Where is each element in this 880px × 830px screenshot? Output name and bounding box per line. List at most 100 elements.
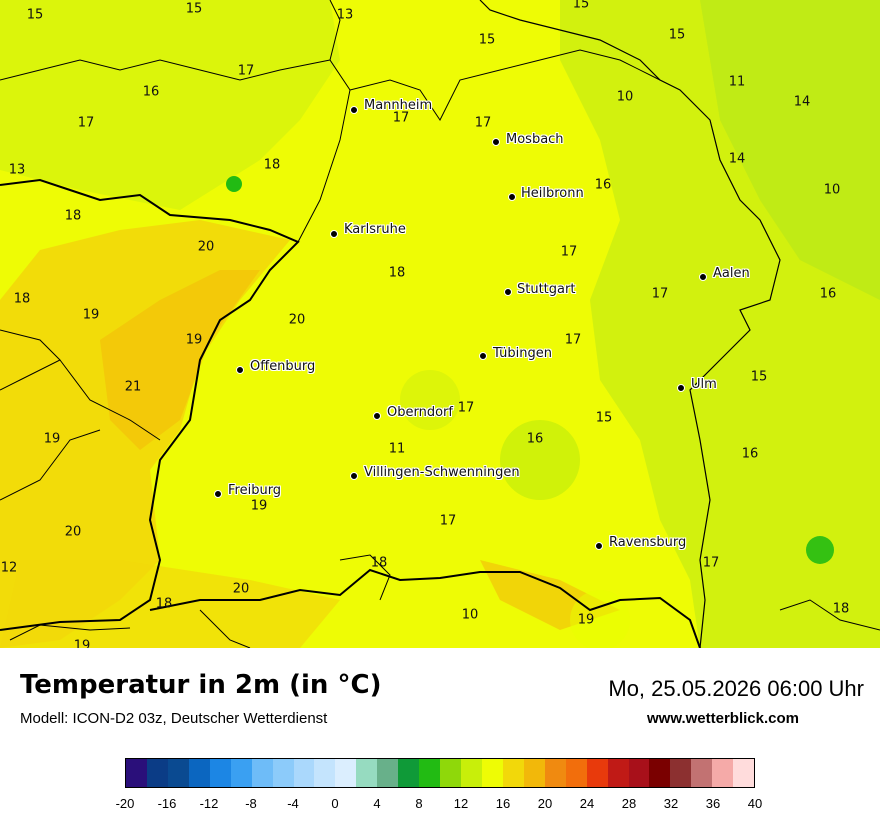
temp-value: 19 xyxy=(250,498,268,514)
legend-color-swatch xyxy=(461,759,482,787)
legend-tick-label: -16 xyxy=(157,796,177,811)
color-scale-legend xyxy=(125,758,755,788)
temp-value: 18 xyxy=(370,555,388,571)
temp-value: 18 xyxy=(388,265,406,281)
legend-color-swatch xyxy=(440,759,461,787)
legend-color-swatch xyxy=(377,759,399,787)
temp-value: 15 xyxy=(750,369,768,385)
city-label-offenburg[interactable]: Offenburg xyxy=(250,359,316,374)
temp-value: 13 xyxy=(8,162,26,178)
legend-color-swatch xyxy=(167,759,189,787)
legend-color-swatch xyxy=(607,759,629,787)
city-dot xyxy=(508,193,516,201)
temp-value: 11 xyxy=(728,74,746,90)
website-link[interactable]: www.wetterblick.com xyxy=(647,710,799,727)
footer: Temperatur in 2m (in °C) Modell: ICON-D2… xyxy=(0,648,880,830)
temp-value: 17 xyxy=(237,63,255,79)
temp-value: 16 xyxy=(142,84,160,100)
legend-color-swatch xyxy=(586,759,608,787)
legend-color-swatch xyxy=(356,759,378,787)
legend-color-swatch xyxy=(565,759,587,787)
temp-value: 19 xyxy=(82,307,100,323)
city-dot xyxy=(492,138,500,146)
temp-value: 16 xyxy=(594,177,612,193)
city-dot xyxy=(214,490,222,498)
temp-value: 14 xyxy=(793,94,811,110)
temp-value: 17 xyxy=(651,286,669,302)
map-canvas xyxy=(0,0,880,648)
temp-value: 18 xyxy=(832,601,850,617)
temp-value: 17 xyxy=(77,115,95,131)
legend-color-swatch xyxy=(544,759,566,787)
legend-color-swatch xyxy=(314,759,336,787)
temp-value: 17 xyxy=(564,332,582,348)
city-label-mosbach[interactable]: Mosbach xyxy=(506,132,564,147)
temperature-map[interactable]: Mannheim Mosbach Heilbronn Karlsruhe Stu… xyxy=(0,0,880,648)
temp-value: 18 xyxy=(155,596,173,612)
legend-tick-label: 8 xyxy=(415,796,423,811)
city-label-freiburg[interactable]: Freiburg xyxy=(228,483,282,498)
model-subtitle: Modell: ICON-D2 03z, Deutscher Wetterdie… xyxy=(20,710,328,727)
temp-value: 14 xyxy=(728,151,746,167)
city-label-aalen[interactable]: Aalen xyxy=(713,266,750,281)
temp-value: 21 xyxy=(124,379,142,395)
city-label-ravensburg[interactable]: Ravensburg xyxy=(609,535,687,550)
temp-value: 18 xyxy=(263,157,281,173)
legend-color-swatch xyxy=(691,759,713,787)
city-label-oberndorf[interactable]: Oberndorf xyxy=(387,405,453,420)
city-dot xyxy=(350,106,358,114)
legend-color-swatch xyxy=(398,759,420,787)
city-label-ulm[interactable]: Ulm xyxy=(691,377,717,392)
legend-color-swatch xyxy=(251,759,273,787)
temp-value: 16 xyxy=(741,446,759,462)
legend-tick-label: 16 xyxy=(495,796,511,811)
legend-color-swatch xyxy=(481,759,503,787)
temp-value: 13 xyxy=(336,7,354,23)
city-dot xyxy=(479,352,487,360)
legend-tick-label: 32 xyxy=(663,796,679,811)
legend-tick-label: 20 xyxy=(537,796,553,811)
temp-value: 19 xyxy=(577,612,595,628)
legend-tick-label: 28 xyxy=(621,796,637,811)
temp-value: 17 xyxy=(457,400,475,416)
temp-value: 19 xyxy=(185,332,203,348)
legend-tick-label: 24 xyxy=(579,796,595,811)
temp-value: 10 xyxy=(616,89,634,105)
legend-color-swatch xyxy=(523,759,545,787)
legend-color-swatch xyxy=(733,759,755,787)
legend-tick-label: -8 xyxy=(245,796,257,811)
legend-tick-label: 12 xyxy=(453,796,469,811)
legend-color-swatch xyxy=(230,759,252,787)
temp-value: 16 xyxy=(526,431,544,447)
temp-value: 17 xyxy=(392,110,410,126)
legend-color-swatch xyxy=(335,759,357,787)
city-dot xyxy=(350,472,358,480)
legend-color-swatch xyxy=(649,759,671,787)
legend-color-swatch xyxy=(628,759,650,787)
city-label-karlsruhe[interactable]: Karlsruhe xyxy=(344,222,406,237)
legend-tick-label: -12 xyxy=(199,796,219,811)
city-label-stuttgart[interactable]: Stuttgart xyxy=(517,282,576,297)
legend-color-swatch xyxy=(293,759,315,787)
city-dot xyxy=(330,230,338,238)
legend-tick-label: -20 xyxy=(115,796,135,811)
legend-color-swatch xyxy=(502,759,524,787)
temp-value: 18 xyxy=(64,208,82,224)
city-dot xyxy=(595,542,603,550)
temp-value: 20 xyxy=(288,312,306,328)
temp-value: 15 xyxy=(185,1,203,17)
city-dot xyxy=(504,288,512,296)
city-label-tuebingen[interactable]: Tübingen xyxy=(493,346,552,361)
city-label-villingen-schwenningen[interactable]: Villingen-Schwenningen xyxy=(364,465,520,480)
forecast-datetime: Mo, 25.05.2026 06:00 Uhr xyxy=(608,676,864,701)
temp-value: 20 xyxy=(197,239,215,255)
city-label-mannheim[interactable]: Mannheim xyxy=(364,98,433,113)
temp-value: 11 xyxy=(388,441,406,457)
city-label-heilbronn[interactable]: Heilbronn xyxy=(521,186,584,201)
legend-color-swatch xyxy=(272,759,294,787)
temp-value: 19 xyxy=(43,431,61,447)
temp-value: 17 xyxy=(474,115,492,131)
city-dot xyxy=(677,384,685,392)
temp-value: 10 xyxy=(823,182,841,198)
legend-color-swatch xyxy=(670,759,692,787)
